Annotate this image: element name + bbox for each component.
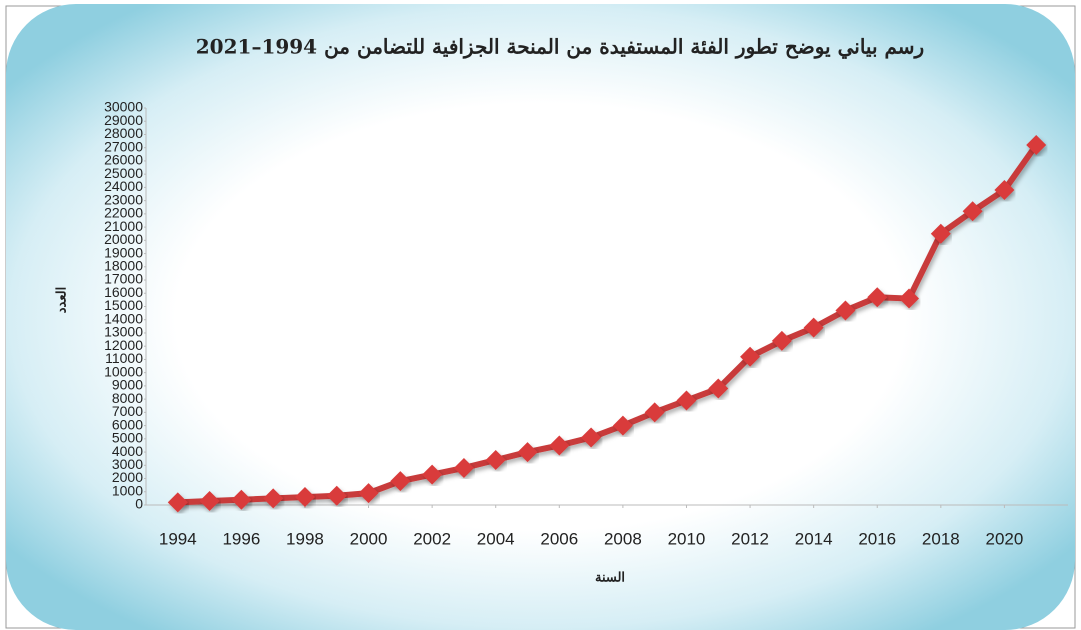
y-tick-label: 14000 bbox=[104, 310, 143, 326]
data-point bbox=[167, 492, 188, 513]
x-tick-label: 2016 bbox=[858, 529, 896, 548]
data-point bbox=[612, 415, 633, 436]
x-tick-label: 2006 bbox=[540, 529, 578, 548]
x-tick-label: 2020 bbox=[985, 529, 1023, 548]
series-line bbox=[177, 143, 1039, 506]
y-tick-label: 12000 bbox=[104, 337, 143, 353]
data-point bbox=[676, 390, 697, 411]
x-tick-label: 2014 bbox=[795, 529, 833, 548]
y-tick-label: 4000 bbox=[112, 443, 143, 459]
y-tick-label: 17000 bbox=[104, 271, 143, 287]
x-axis-label: السنة bbox=[595, 571, 625, 586]
x-tick-label: 1994 bbox=[159, 529, 197, 548]
data-point bbox=[644, 402, 665, 423]
data-point bbox=[199, 491, 220, 512]
y-tick-label: 27000 bbox=[104, 138, 143, 154]
y-tick-label: 16000 bbox=[104, 284, 143, 300]
data-point bbox=[740, 346, 761, 367]
data-point bbox=[803, 317, 824, 338]
y-tick-label: 8000 bbox=[112, 390, 143, 406]
y-tick-label: 6000 bbox=[112, 416, 143, 432]
data-point bbox=[835, 300, 856, 321]
y-tick-label: 20000 bbox=[104, 231, 143, 247]
data-point bbox=[581, 427, 602, 448]
y-tick-label: 24000 bbox=[104, 178, 143, 194]
y-tick-label: 3000 bbox=[112, 456, 143, 472]
chart-background bbox=[6, 4, 1075, 630]
data-point bbox=[899, 288, 920, 309]
y-tick-label: 26000 bbox=[104, 152, 143, 168]
x-tick-label: 1996 bbox=[222, 529, 260, 548]
y-tick-label: 7000 bbox=[112, 403, 143, 419]
y-tick-label: 1000 bbox=[112, 482, 143, 498]
chart-title: رسم بياني يوضح تطور الفئة المستفيدة من ا… bbox=[196, 35, 924, 60]
data-point bbox=[358, 483, 379, 504]
x-tick-label: 1998 bbox=[286, 529, 324, 548]
y-tick-label: 9000 bbox=[112, 377, 143, 393]
data-point bbox=[517, 442, 538, 463]
y-tick-label: 18000 bbox=[104, 258, 143, 274]
x-tick-label: 2010 bbox=[668, 529, 706, 548]
y-tick-label: 10000 bbox=[104, 363, 143, 379]
y-tick-label: 5000 bbox=[112, 430, 143, 446]
data-point bbox=[1026, 135, 1047, 156]
x-tick-label: 2002 bbox=[413, 529, 451, 548]
data-point bbox=[708, 378, 729, 399]
y-tick-label: 25000 bbox=[104, 165, 143, 181]
x-tick-label: 2018 bbox=[922, 529, 960, 548]
y-tick-label: 0 bbox=[135, 496, 143, 512]
y-tick-label: 11000 bbox=[105, 350, 143, 366]
x-tick-label: 2004 bbox=[477, 529, 515, 548]
data-point bbox=[390, 471, 411, 492]
x-tick-label: 2008 bbox=[604, 529, 642, 548]
data-point bbox=[771, 330, 792, 351]
data-point bbox=[962, 201, 983, 222]
x-tick-label: 2000 bbox=[350, 529, 388, 548]
data-point bbox=[263, 488, 284, 509]
data-point bbox=[485, 450, 506, 471]
y-tick-label: 23000 bbox=[104, 191, 143, 207]
y-axis-label: العدد bbox=[55, 287, 70, 313]
data-point bbox=[422, 464, 443, 485]
y-tick-label: 13000 bbox=[104, 324, 143, 340]
data-point bbox=[231, 489, 252, 510]
y-tick-label: 30000 bbox=[104, 99, 143, 115]
data-point bbox=[549, 435, 570, 456]
y-tick-label: 21000 bbox=[104, 218, 143, 234]
data-point bbox=[453, 457, 474, 478]
data-point bbox=[930, 223, 951, 244]
data-point bbox=[294, 487, 315, 508]
y-tick-label: 22000 bbox=[104, 205, 143, 221]
data-point bbox=[994, 180, 1015, 201]
y-tick-label: 2000 bbox=[112, 469, 143, 485]
x-tick-label: 2012 bbox=[731, 529, 769, 548]
y-tick-label: 29000 bbox=[104, 112, 143, 128]
y-tick-label: 28000 bbox=[104, 125, 143, 141]
y-tick-label: 15000 bbox=[104, 297, 143, 313]
y-tick-label: 19000 bbox=[104, 244, 143, 260]
data-point bbox=[326, 485, 347, 506]
data-point bbox=[867, 287, 888, 308]
